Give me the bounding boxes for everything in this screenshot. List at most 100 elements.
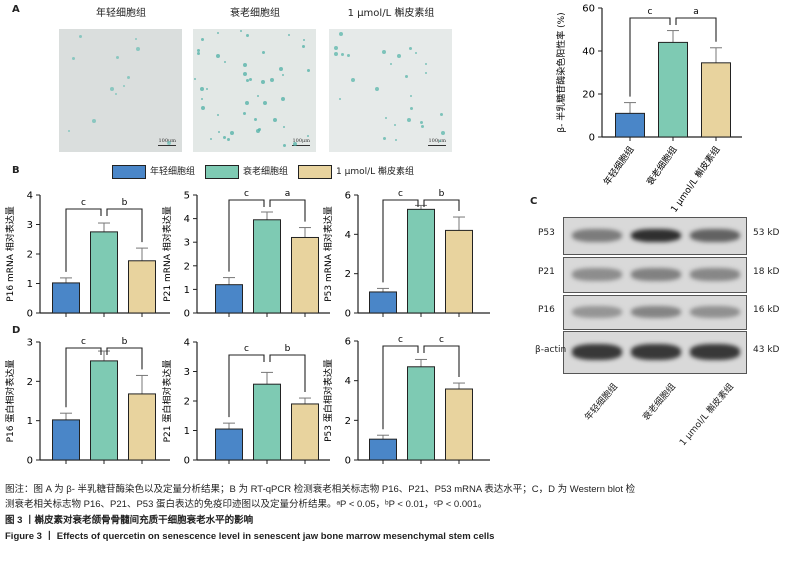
y-tick-label: 2: [27, 377, 33, 388]
y-tick-label: 0: [184, 309, 190, 320]
stained-cell: [115, 93, 118, 96]
stained-cell: [200, 86, 205, 91]
stained-cell: [209, 137, 212, 140]
y-tick-label: 2: [345, 269, 351, 280]
bar-quercetin: [701, 62, 731, 138]
y-axis-label: P21 mRNA 相对表达量: [161, 206, 173, 302]
y-tick-label: 0: [27, 309, 33, 320]
blot-size-label: 16 kD: [753, 304, 780, 315]
blot-size-label: 43 kD: [753, 344, 780, 355]
y-axis-label: P53 mRNA 相对表达量: [322, 206, 334, 302]
stained-cell: [194, 78, 196, 81]
stained-cell: [334, 51, 339, 56]
stained-cell: [243, 71, 248, 76]
stained-cell: [439, 139, 442, 142]
stained-cell: [440, 130, 445, 135]
stained-cell: [245, 101, 250, 106]
stained-cell: [206, 88, 209, 91]
stained-cell: [217, 114, 220, 117]
scale-bar: 100μm: [428, 138, 446, 146]
stained-cell: [256, 129, 261, 134]
chart-d3: 0 2 4 6 P53 蛋白相对表达量 c c: [322, 335, 490, 467]
blot-band: [631, 268, 681, 282]
stained-cell: [351, 78, 356, 83]
micrograph-title-quercetin: 1 μmol/L 槲皮素组: [347, 8, 435, 19]
blot-protein-label: P53: [538, 228, 555, 238]
bar-senescent: [407, 366, 435, 461]
stained-cell: [287, 34, 290, 37]
legend-item-young: 年轻细胞组: [112, 164, 195, 179]
stained-cell: [424, 62, 427, 65]
bar-quercetin: [291, 403, 319, 461]
stained-cell: [242, 62, 247, 67]
blot-size-label: 53 kD: [753, 228, 780, 238]
significance-bracket: [65, 347, 102, 408]
chart-b3: 0 2 4 6 P53 mRNA 相对表达量 c b: [322, 189, 490, 320]
stained-cell: [196, 52, 200, 56]
stained-cell: [68, 130, 71, 133]
stained-cell: [389, 62, 392, 65]
stained-cell: [407, 117, 412, 122]
stained-cell: [263, 101, 268, 106]
stained-cell: [408, 46, 412, 50]
y-tick-label: 2: [184, 397, 190, 408]
y-tick-label: 6: [345, 337, 351, 348]
stained-cell: [420, 120, 424, 124]
significance-label: c: [398, 335, 403, 345]
stained-cell: [281, 74, 284, 77]
stained-cell: [91, 118, 96, 123]
stained-cell: [223, 136, 227, 140]
bar-young: [52, 419, 80, 461]
blot-row-beta-actin: [563, 331, 747, 374]
stained-cell: [224, 60, 227, 63]
bar-quercetin: [128, 393, 156, 461]
significance-bracket: [423, 345, 460, 378]
stained-cell: [196, 49, 200, 53]
stained-cell: [347, 54, 351, 58]
significance-bracket: [269, 354, 306, 393]
stained-cell: [126, 76, 130, 80]
blot-band: [572, 305, 622, 319]
bar-senescent: [253, 383, 281, 461]
stained-cell: [283, 143, 287, 147]
y-tick-label: 20: [582, 90, 595, 101]
significance-label: b: [122, 337, 128, 347]
bar-senescent: [253, 219, 281, 314]
y-tick-label: 3: [27, 220, 33, 231]
significance-label: b: [439, 189, 445, 199]
scale-bar: 100μm: [292, 138, 310, 146]
y-axis-label: P16 mRNA 相对表达量: [4, 206, 16, 302]
significance-label: b: [285, 344, 291, 354]
chart-b1: 0 1 2 3 4 P16 mRNA 相对表达量 c b: [4, 191, 170, 320]
legend-swatch: [112, 164, 146, 179]
caption-note-2: 测衰老相关标志物 P16、P21、P53 蛋白表达的免疫印迹图以及定量分析结果。…: [5, 499, 488, 510]
stained-cell: [270, 78, 274, 83]
y-axis-label: β- 半乳糖苷酶染色阳性率 (%): [555, 12, 567, 132]
stained-cell: [226, 137, 230, 141]
stained-cell: [229, 130, 234, 135]
significance-label: c: [81, 198, 86, 208]
stained-cell: [440, 112, 444, 116]
bar-young: [52, 282, 80, 314]
micrograph-title-senescent: 衰老细胞组: [230, 8, 280, 19]
stained-cell: [280, 97, 285, 102]
panel-label-b: B: [12, 165, 20, 176]
stained-cell: [306, 68, 310, 72]
stained-cell: [282, 126, 285, 129]
stained-cell: [420, 124, 424, 128]
bar-young: [369, 291, 397, 314]
stained-cell: [258, 127, 262, 131]
blot-band: [690, 305, 740, 319]
stained-cell: [395, 138, 398, 141]
bar-senescent: [90, 231, 118, 314]
significance-bracket: [382, 199, 419, 283]
significance-label: c: [244, 189, 249, 199]
stained-cell: [123, 85, 126, 88]
y-tick-label: 1: [27, 279, 33, 290]
stained-cell: [200, 98, 203, 101]
blot-row-p21: [563, 257, 747, 293]
y-tick-label: 0: [589, 133, 595, 144]
legend: 年轻细胞组 衰老细胞组 1 μmol/L 槲皮素组: [112, 164, 414, 179]
stained-cell: [248, 77, 252, 81]
x-tick-label: 衰老细胞组: [644, 144, 680, 188]
